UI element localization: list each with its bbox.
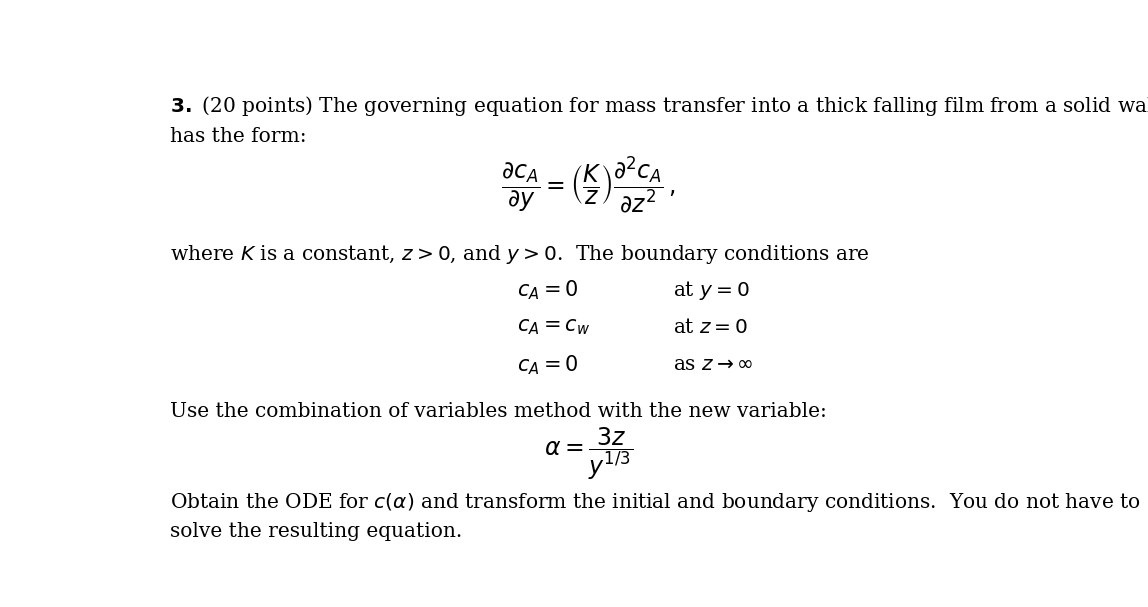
Text: Obtain the ODE for $c(\alpha)$ and transform the initial and boundary conditions: Obtain the ODE for $c(\alpha)$ and trans…	[170, 491, 1141, 514]
Text: has the form:: has the form:	[170, 127, 307, 146]
Text: Use the combination of variables method with the new variable:: Use the combination of variables method …	[170, 402, 827, 421]
Text: $\alpha = \dfrac{3z}{y^{1/3}}$: $\alpha = \dfrac{3z}{y^{1/3}}$	[544, 426, 633, 482]
Text: $c_A = c_w$: $c_A = c_w$	[517, 318, 590, 337]
Text: at $y = 0$: at $y = 0$	[673, 279, 750, 302]
Text: $\dfrac{\partial c_A}{\partial y} = \left(\dfrac{K}{z}\right)\dfrac{\partial^2 c: $\dfrac{\partial c_A}{\partial y} = \lef…	[501, 154, 676, 215]
Text: as $z \to \infty$: as $z \to \infty$	[673, 356, 753, 375]
Text: $c_A = 0$: $c_A = 0$	[517, 353, 579, 377]
Text: at $z = 0$: at $z = 0$	[673, 318, 748, 337]
Text: $c_A = 0$: $c_A = 0$	[517, 279, 579, 302]
Text: solve the resulting equation.: solve the resulting equation.	[170, 521, 463, 541]
Text: where $K$ is a constant, $z > 0$, and $y > 0$.  The boundary conditions are: where $K$ is a constant, $z > 0$, and $y…	[170, 243, 870, 266]
Text: $\mathbf{3.}$ (20 points) The governing equation for mass transfer into a thick : $\mathbf{3.}$ (20 points) The governing …	[170, 94, 1148, 118]
